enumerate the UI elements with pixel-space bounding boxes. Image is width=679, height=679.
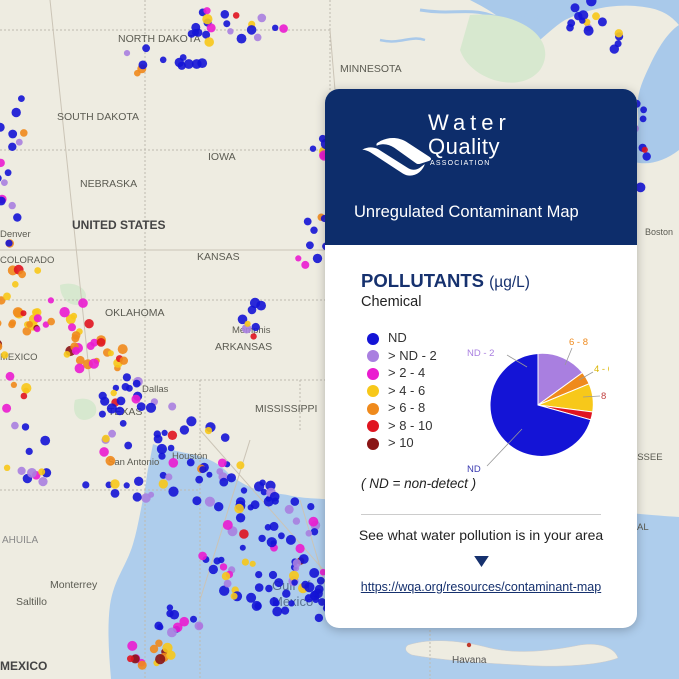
svg-text:Dallas: Dallas (142, 384, 169, 395)
svg-text:Denver: Denver (0, 229, 31, 240)
svg-text:AL: AL (637, 522, 649, 533)
svg-text:MINNESOTA: MINNESOTA (340, 63, 402, 75)
svg-text:Boston: Boston (645, 227, 673, 237)
svg-text:ND - 2: ND - 2 (467, 348, 494, 359)
svg-text:Havana: Havana (452, 655, 487, 666)
svg-text:COLORADO: COLORADO (0, 255, 54, 266)
svg-text:6 - 8: 6 - 8 (569, 337, 588, 348)
svg-text:ND: ND (467, 464, 481, 475)
svg-text:KANSAS: KANSAS (197, 251, 240, 263)
svg-text:Water: Water (428, 110, 511, 135)
svg-text:IOWA: IOWA (208, 151, 236, 163)
svg-text:MISSISSIPPI: MISSISSIPPI (255, 403, 317, 415)
svg-text:ASSOCIATION: ASSOCIATION (430, 160, 491, 167)
svg-text:SOUTH DAKOTA: SOUTH DAKOTA (57, 111, 139, 123)
svg-text:Monterrey: Monterrey (50, 579, 98, 591)
svg-text:Quality: Quality (428, 134, 500, 159)
svg-text:8 - 10: 8 - 10 (601, 391, 609, 402)
svg-text:4 - 6: 4 - 6 (594, 364, 609, 375)
svg-text:Saltillo: Saltillo (16, 596, 47, 608)
svg-text:ARKANSAS: ARKANSAS (215, 341, 272, 353)
svg-text:San Antonio: San Antonio (108, 457, 159, 468)
svg-text:OKLAHOMA: OKLAHOMA (105, 307, 165, 319)
svg-text:Unregulated Contaminant Map: Unregulated Contaminant Map (354, 203, 579, 221)
svg-text:UNITED STATES: UNITED STATES (72, 218, 166, 232)
svg-text:NEBRASKA: NEBRASKA (80, 178, 137, 190)
svg-text:MEXICO: MEXICO (0, 659, 47, 673)
svg-text:AHUILA: AHUILA (2, 535, 38, 546)
